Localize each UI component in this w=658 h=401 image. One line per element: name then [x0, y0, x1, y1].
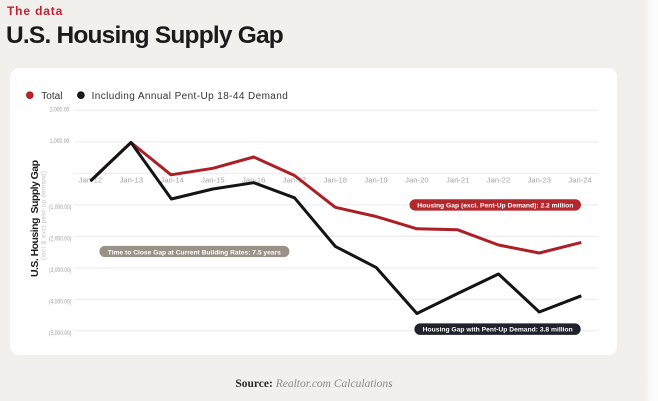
svg-text:Jan-23: Jan-23	[528, 175, 551, 184]
svg-text:Including Annual Pent-Up 18-44: Including Annual Pent-Up 18-44 Demand	[92, 91, 289, 102]
svg-text:1,000.00: 1,000.00	[50, 138, 70, 145]
svg-text:Time to Close Gap at Current B: Time to Close Gap at Current Building Ra…	[108, 249, 281, 256]
svg-text:(3,000.00): (3,000.00)	[49, 267, 71, 274]
svg-text:(4,000.00): (4,000.00)	[49, 298, 71, 305]
svg-text:(incl & excl pent-up demand): (incl & excl pent-up demand)	[41, 171, 47, 260]
svg-text:Jan-16: Jan-16	[242, 175, 265, 184]
svg-text:2,000.00: 2,000.00	[50, 106, 70, 113]
svg-text:Jan-14: Jan-14	[160, 175, 183, 184]
svg-text:Jan-15: Jan-15	[201, 175, 224, 184]
svg-text:Jan-20: Jan-20	[405, 175, 428, 184]
svg-text:U.S. Housing Supply Gap: U.S. Housing Supply Gap	[29, 160, 41, 277]
svg-text:Jan-13: Jan-13	[120, 175, 143, 184]
svg-text:Jan-19: Jan-19	[364, 175, 387, 184]
svg-text:Jan-17: Jan-17	[283, 175, 306, 184]
svg-text:Jan-22: Jan-22	[487, 175, 510, 184]
svg-text:(1,000.00): (1,000.00)	[49, 204, 71, 211]
svg-text:Jan-24: Jan-24	[568, 175, 591, 184]
svg-text:Jan-18: Jan-18	[324, 175, 347, 184]
svg-text:(2,000.00): (2,000.00)	[49, 235, 71, 242]
svg-text:Total: Total	[41, 91, 62, 102]
svg-text:Housing Gap with Pent-Up Deman: Housing Gap with Pent-Up Demand: 3.8 mil…	[423, 327, 573, 334]
svg-text:Jan-21: Jan-21	[446, 175, 469, 184]
svg-text:Housing Gap (excl. Pent-Up Dem: Housing Gap (excl. Pent-Up Demand): 2.2 …	[417, 203, 573, 210]
svg-text:(5,000.00): (5,000.00)	[49, 330, 71, 337]
